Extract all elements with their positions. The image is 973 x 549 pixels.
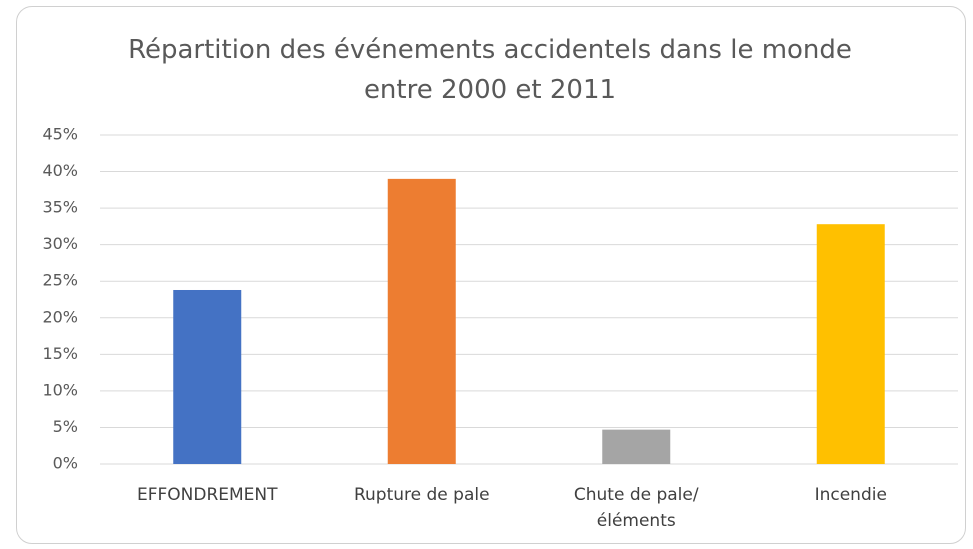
y-tick-label: 15% (42, 344, 78, 363)
bar (173, 289, 242, 464)
bar (602, 429, 671, 464)
y-tick-label: 10% (42, 380, 78, 399)
y-tick-label: 30% (42, 234, 78, 253)
y-tick-label: 20% (42, 307, 78, 326)
y-tick-label: 45% (42, 125, 78, 144)
y-tick-label: 35% (42, 198, 78, 217)
y-tick-label: 25% (42, 271, 78, 290)
y-tick-label: 40% (42, 161, 78, 180)
chart-card (16, 6, 966, 544)
y-tick-label: 5% (53, 417, 78, 436)
bar (387, 178, 456, 464)
x-tick-label: Chute de pale/éléments (573, 485, 699, 531)
chart-title: Répartition des événements accidentels d… (128, 35, 852, 105)
x-tick-label: EFFONDREMENT (136, 485, 278, 505)
bar (816, 224, 885, 464)
x-tick-label: Incendie (814, 485, 887, 505)
y-tick-label: 0% (53, 454, 78, 473)
x-tick-label: Rupture de pale (353, 485, 490, 505)
